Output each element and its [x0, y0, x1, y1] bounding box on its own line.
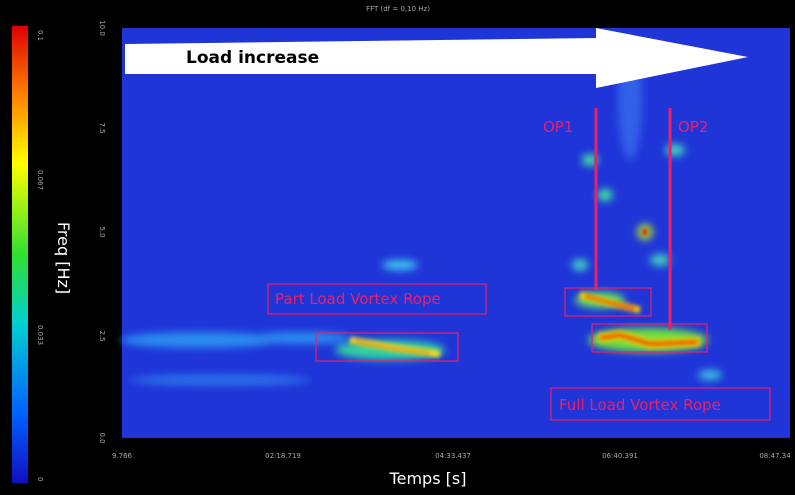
part-load-label: Part Load Vortex Rope — [275, 290, 441, 308]
x-tick-label: 02:18.719 — [265, 452, 301, 460]
hot-spots — [349, 229, 701, 358]
op-lines — [594, 108, 672, 330]
y-tick-label: 5.0 — [98, 226, 106, 237]
load-arrow — [125, 28, 748, 88]
part-load-label-box — [267, 283, 487, 315]
colorbar-tick: 0.1 — [36, 30, 44, 41]
x-tick-label: 08:47.34 — [759, 452, 791, 460]
x-axis-label: Temps [s] — [389, 469, 467, 488]
arrow-label: Load increase — [186, 48, 319, 68]
x-tick-label: 04:33.437 — [435, 452, 471, 460]
y-tick-label: 10.0 — [98, 20, 106, 36]
part-load-box — [315, 332, 459, 362]
y-axis-label: Freq [Hz] — [54, 222, 73, 294]
colorbar-tick: 0 — [36, 477, 44, 481]
colorbar-tick: 0.067 — [36, 170, 44, 190]
y-tick-label: 7.5 — [98, 122, 106, 133]
x-ticks: 9.766 02:18.719 04:33.437 06:40.391 08:4… — [112, 452, 791, 460]
full-load-label: Full Load Vortex Rope — [559, 396, 721, 414]
x-tick-label: 9.766 — [112, 452, 133, 460]
op1-box — [564, 287, 652, 317]
y-ticks: 10.0 7.5 5.0 2.5 0.0 — [98, 20, 106, 443]
title: FFT (df = 0,10 Hz) — [366, 5, 430, 13]
full-load-label-box — [550, 387, 771, 421]
colorbar — [12, 26, 28, 483]
y-tick-label: 0.0 — [98, 432, 106, 443]
colorbar-tick: 0.033 — [36, 325, 44, 345]
x-tick-label: 06:40.391 — [602, 452, 638, 460]
y-tick-label: 2.5 — [98, 330, 106, 341]
colorbar-ticks: 0.1 0.067 0.033 0 — [36, 30, 44, 481]
op2-label: OP2 — [678, 118, 708, 136]
op1-label: OP1 — [543, 118, 573, 136]
op2-box — [591, 323, 708, 353]
boxes — [267, 283, 771, 421]
plot-area — [122, 28, 790, 438]
spectrogram — [120, 28, 790, 438]
